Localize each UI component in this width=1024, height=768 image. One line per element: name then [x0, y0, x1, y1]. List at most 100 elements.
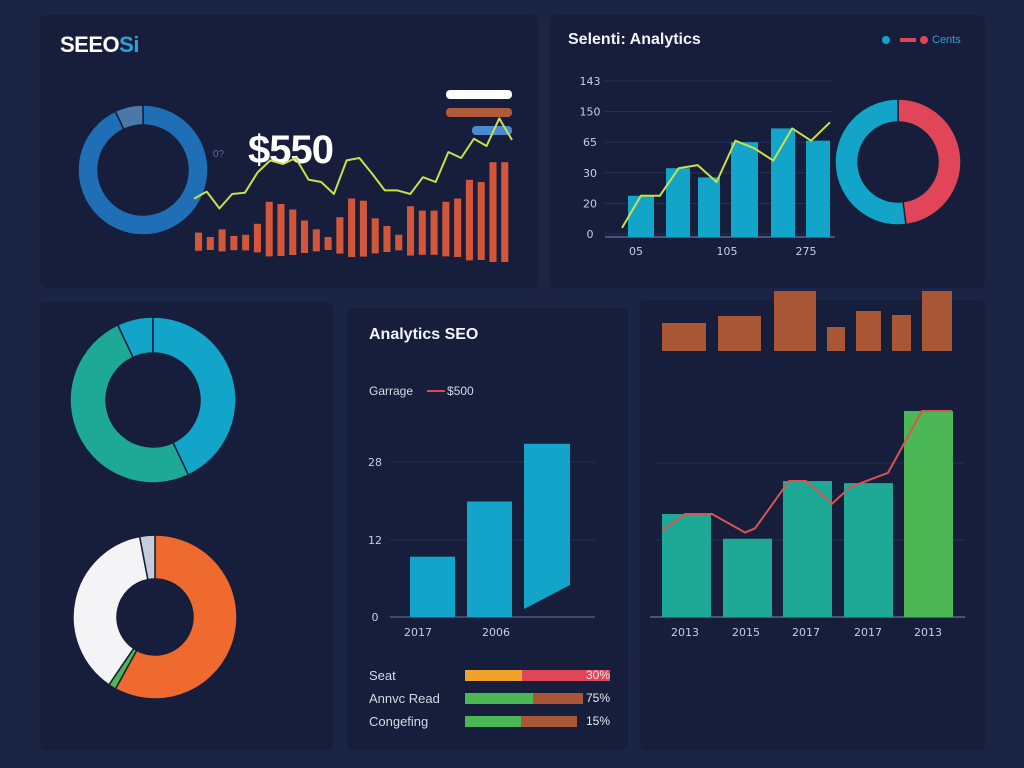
revenue-bar [324, 237, 332, 250]
legend-swatch [446, 108, 512, 117]
selenti-bar [666, 168, 690, 237]
selenti-line [621, 121, 831, 229]
progress-bar [465, 693, 583, 704]
legend-line-red-icon [900, 38, 916, 42]
y-tick-label: 143 [580, 75, 601, 88]
revenue-bar [206, 237, 214, 250]
top-bar [718, 316, 761, 351]
y-tick-label: 20 [583, 197, 597, 210]
top-bar [856, 311, 881, 351]
progress-rest [521, 670, 610, 681]
revenue-bar [442, 201, 450, 257]
yearly-bar [723, 538, 772, 617]
selenti-legend[interactable]: Cents [882, 34, 961, 46]
revenue-bar [418, 210, 426, 255]
revenue-bar [359, 200, 367, 257]
revenue-bar [265, 201, 273, 257]
x-tick-label: 2013 [914, 626, 942, 639]
yearly-bar [662, 514, 711, 617]
selenti-bar [731, 142, 758, 237]
y-tick-label: 150 [580, 106, 601, 119]
legend-label: Garrage [369, 384, 414, 398]
x-tick-label: 2017 [854, 626, 882, 639]
x-tick-label: 2017 [404, 626, 432, 639]
progress-fill [465, 716, 521, 727]
donut-label: 0? [213, 149, 225, 160]
yearly-bar [783, 481, 832, 617]
selenti-donut-slice [897, 98, 962, 226]
progress-value: 30% [585, 668, 610, 682]
revenue-bar [430, 210, 438, 255]
donut-orange-slice [72, 535, 149, 686]
top-bar [662, 323, 706, 351]
legend-dot-red-icon [920, 36, 928, 44]
logo-main: SEEO [60, 32, 120, 57]
revenue-bar [242, 234, 250, 251]
x-tick-label: 105 [717, 245, 738, 258]
selenti-bar [771, 128, 795, 237]
legend-line-icon [427, 390, 446, 392]
x-tick-label: 05 [629, 245, 643, 258]
revenue-bar [465, 179, 473, 261]
legend-swatch [446, 90, 512, 99]
revenue-bar [489, 162, 497, 262]
selenti-title: Selenti: Analytics [568, 31, 701, 48]
panel-selenti [550, 15, 985, 288]
donut-teal-slice [152, 316, 237, 477]
legend-dot-cyan-icon [882, 36, 890, 44]
progress-label: Seat [369, 668, 396, 683]
progress-rest [533, 693, 583, 704]
logo[interactable]: SEEOSi [60, 32, 139, 58]
x-tick-label: 2006 [482, 626, 510, 639]
revenue-bar [477, 182, 485, 260]
selenti-donut-slice [834, 98, 907, 226]
revenue-bar [218, 229, 226, 252]
revenue-bar [407, 206, 415, 256]
top-bar [827, 327, 845, 351]
top-bar [774, 291, 816, 351]
progress-value: 15% [585, 714, 610, 728]
revenue-bar [501, 162, 509, 262]
legend-swatch [472, 126, 512, 135]
progress-bar [465, 716, 577, 727]
selenti-bar [628, 195, 654, 237]
progress-label: Congefing [369, 714, 429, 729]
revenue-bar [301, 220, 309, 253]
yearly-bar [904, 411, 953, 617]
seo-bar [467, 501, 512, 617]
revenue-bar [383, 226, 391, 252]
progress-value: 75% [585, 691, 610, 705]
progress-bar [465, 670, 610, 681]
revenue-bar [277, 204, 285, 256]
seo-bar [524, 443, 570, 609]
logo-accent: Si [119, 32, 139, 57]
revenue-bar [289, 209, 297, 255]
progress-label: Annvc Read [369, 691, 440, 706]
x-tick-label: 2013 [671, 626, 699, 639]
top-bar [922, 291, 952, 351]
y-tick-label: 28 [368, 456, 382, 469]
x-tick-label: 2015 [732, 626, 760, 639]
y-tick-label: 0 [587, 228, 594, 241]
analytics-seo-legend[interactable]: Garrage $500 [369, 384, 474, 398]
overview-donut-slice [114, 104, 144, 131]
y-tick-label: 0 [372, 611, 379, 624]
revenue-bar [371, 218, 379, 254]
revenue-bar [348, 198, 356, 257]
x-tick-label: 2017 [792, 626, 820, 639]
revenue-bar [195, 232, 203, 251]
donut-orange-slice [138, 534, 156, 581]
progress-fill [465, 693, 534, 704]
revenue-line [193, 117, 513, 210]
y-tick-label: 65 [583, 136, 597, 149]
revenue-bar [336, 217, 344, 254]
revenue-bar [395, 234, 403, 251]
legend-label: Cents [932, 34, 961, 46]
donut-teal-slice [69, 323, 190, 484]
progress-fill [465, 670, 522, 681]
y-tick-label: 30 [583, 167, 597, 180]
yearly-line [661, 410, 952, 534]
yearly-bar [844, 483, 893, 617]
donut-orange-slice [114, 534, 238, 700]
progress-rest [521, 716, 577, 727]
